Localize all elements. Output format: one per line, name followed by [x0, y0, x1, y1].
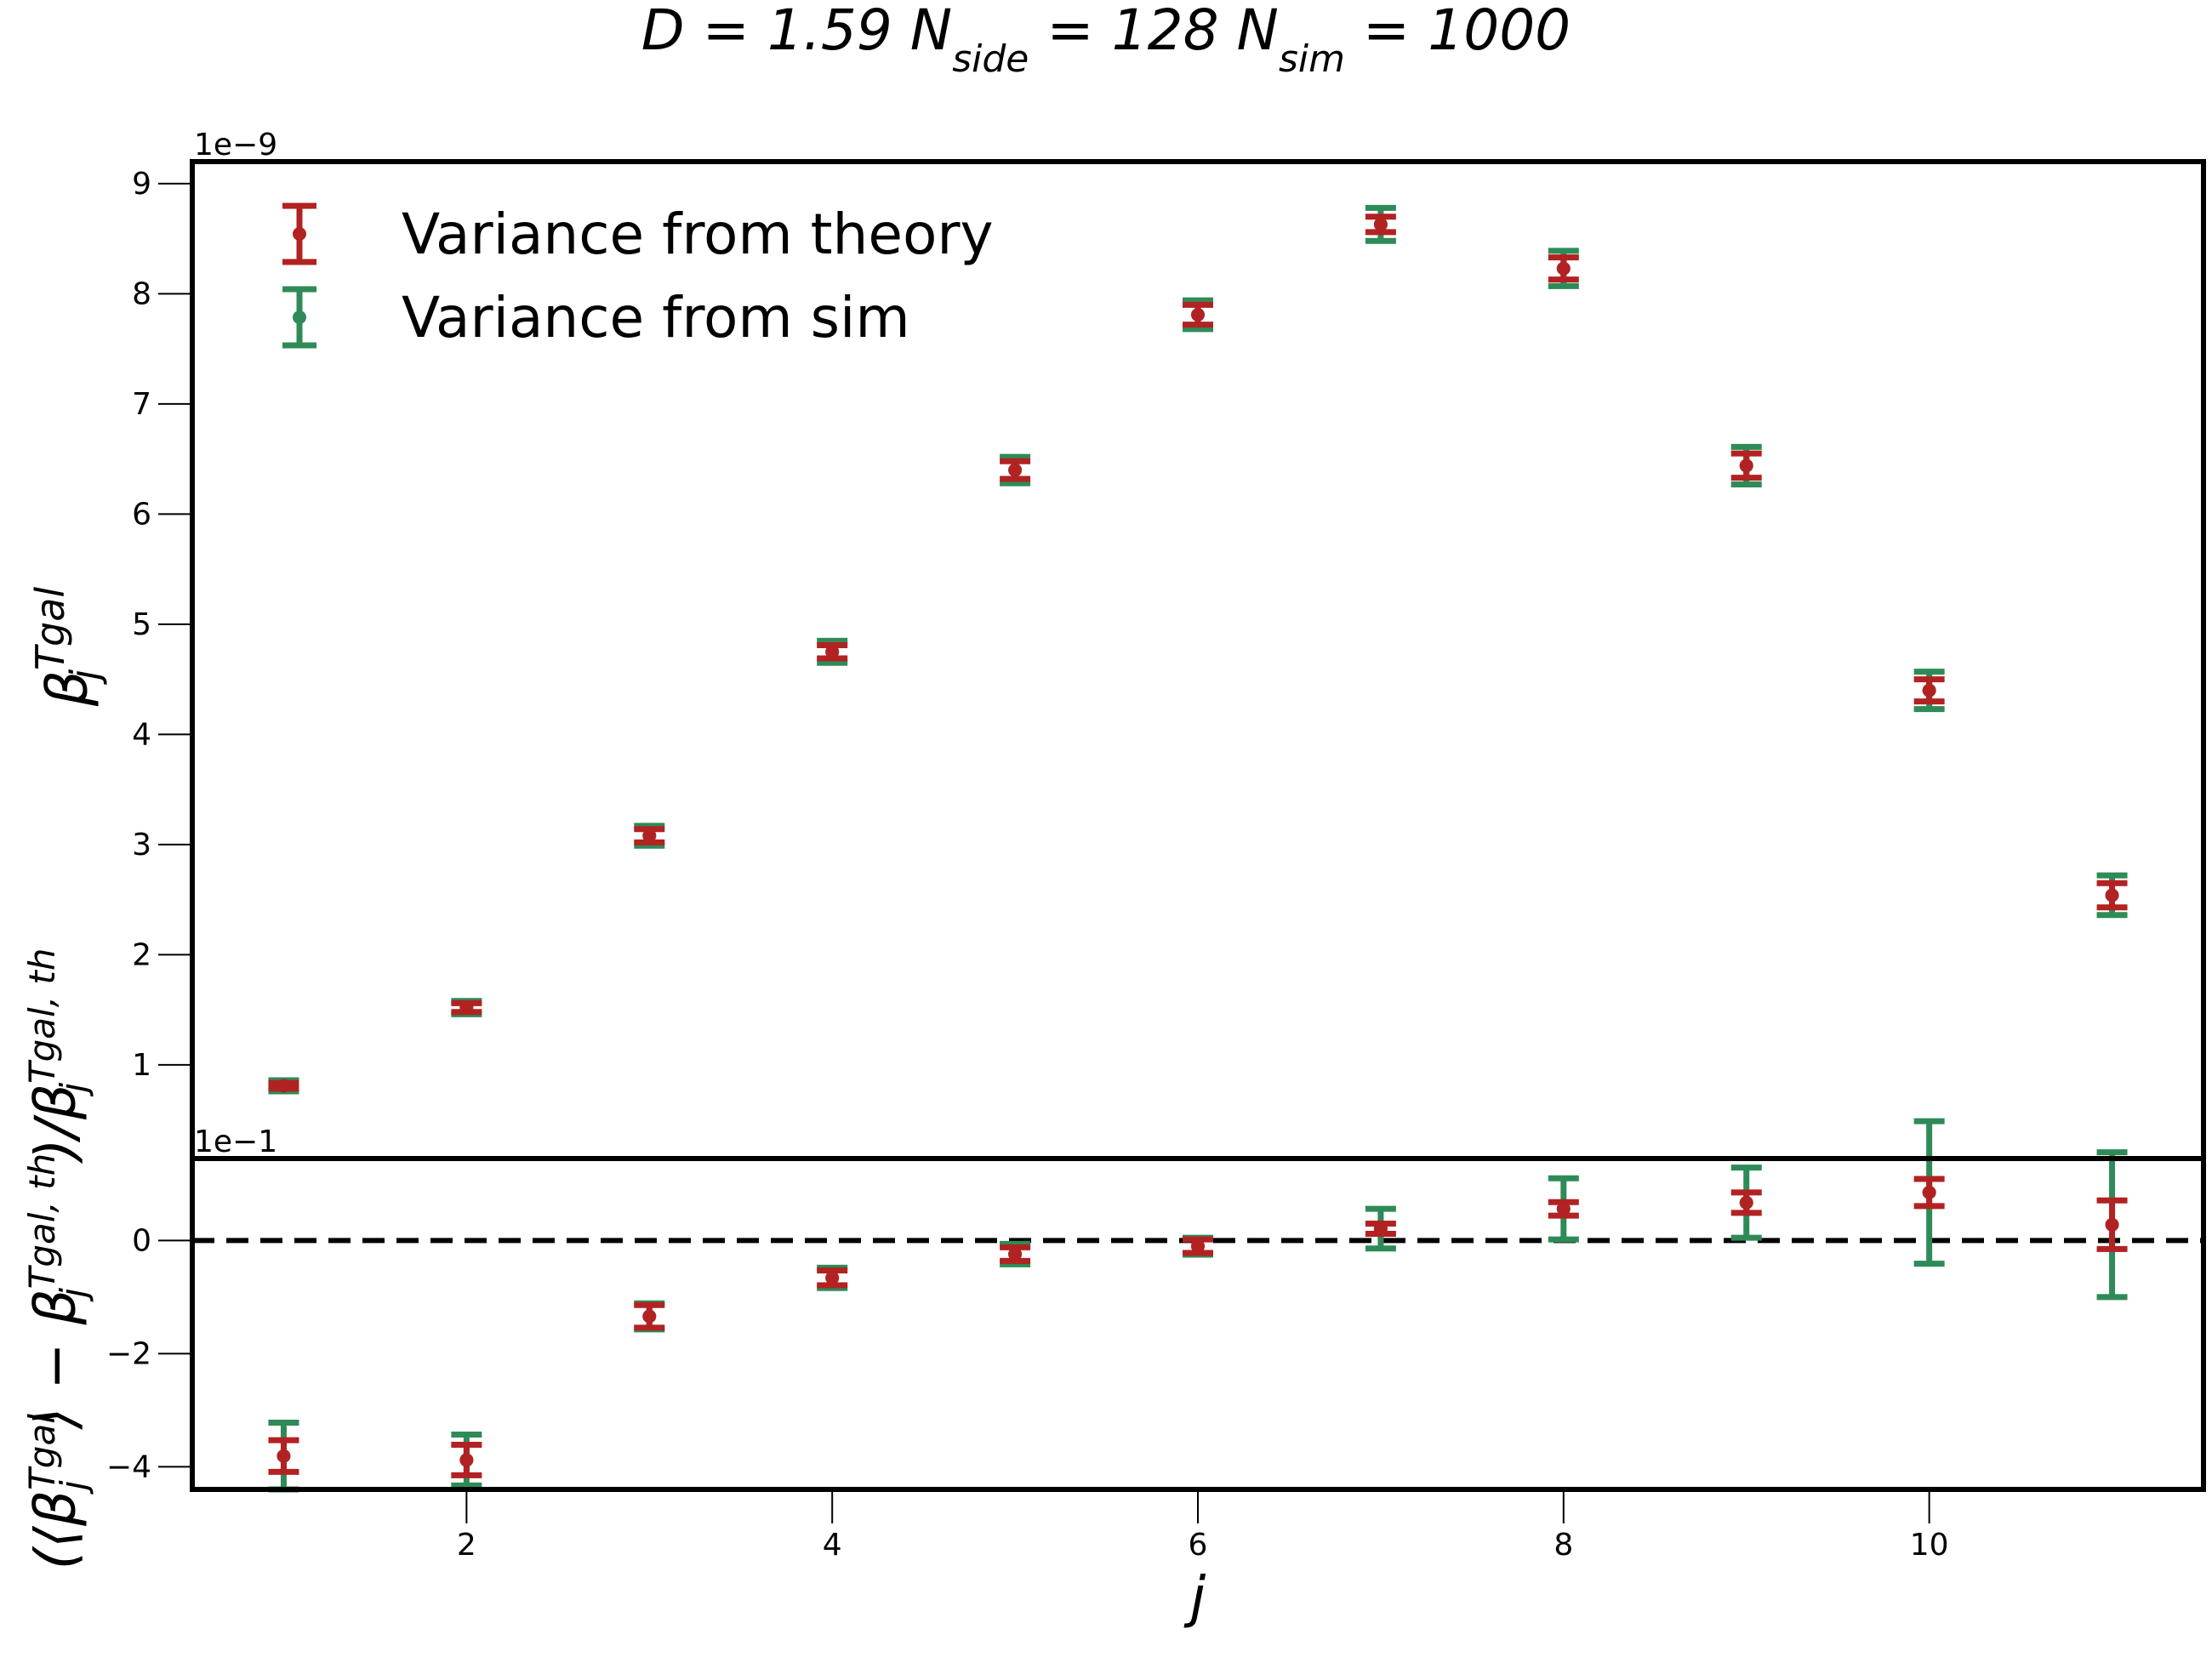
top-errorbar-theory: [634, 826, 665, 846]
bottom-errorbar-theory: [268, 1437, 299, 1475]
bottom-errorbar-theory: [1730, 1189, 1762, 1216]
bottom-errorbar-theory: [2096, 1197, 2128, 1252]
bottom-point-theory: [1922, 1185, 1936, 1199]
legend-marker-theory: [282, 202, 316, 265]
bottom-point-theory: [825, 1271, 840, 1285]
top-point-theory: [276, 1079, 291, 1093]
xtick-label: 4: [823, 1528, 842, 1563]
top-ytick-label: 2: [132, 937, 151, 972]
top-ytick-label: 5: [132, 607, 151, 642]
top-point-theory: [1739, 458, 1753, 473]
top-ytick-label: 8: [132, 276, 151, 311]
bottom-point-theory: [1373, 1221, 1388, 1236]
x-ticks: 2 4 6 8 10: [457, 1489, 1949, 1563]
chart-title: D = 1.59 Nside = 128 Nsim = 1000: [641, 0, 1571, 81]
bottom-point-theory: [2105, 1217, 2119, 1232]
legend-marker-sim: [282, 286, 316, 349]
top-point-theory: [642, 828, 657, 843]
top-errorbar-theory: [268, 1079, 299, 1093]
xtick-label: 6: [1189, 1528, 1208, 1563]
bottom-point-theory: [642, 1309, 657, 1324]
legend: Variance from theory Variance from sim: [282, 202, 994, 350]
bottom-offset-text: 1e−1: [194, 1125, 277, 1159]
bottom-errorbar-theory: [1913, 1176, 1945, 1210]
top-point-theory: [1556, 261, 1571, 276]
bottom-panel: −4 −2 0 2 4 6 8 10 1e−1 j (⟨βTgalj⟩ − βTgal, t…: [21, 948, 2206, 1630]
top-errorbar-theory: [1000, 458, 1031, 482]
top-point-theory: [1922, 683, 1936, 698]
top-ytick-label: 6: [132, 497, 151, 532]
top-point-theory: [1373, 217, 1388, 231]
top-point-theory: [459, 1000, 474, 1015]
bottom-errorbar-theory: [1183, 1236, 1213, 1256]
top-point-theory: [2105, 888, 2119, 902]
top-errorbars: [268, 204, 2128, 1095]
bottom-ytick-label: −2: [106, 1336, 151, 1371]
bottom-point-theory: [1556, 1202, 1571, 1216]
bottom-y-ticks: −4 −2 0: [106, 1223, 192, 1484]
top-point-theory: [1008, 463, 1023, 477]
bottom-point-theory: [1008, 1247, 1023, 1261]
legend-label-sim: Variance from sim: [402, 285, 910, 350]
top-point-theory: [1191, 308, 1205, 322]
bottom-errorbar-theory: [1000, 1244, 1031, 1264]
bottom-point-theory: [276, 1449, 291, 1463]
top-point-theory: [825, 645, 840, 659]
top-y-axis-label: βTgalj: [27, 587, 108, 708]
top-errorbar-theory: [451, 999, 482, 1016]
bottom-point-theory: [1191, 1239, 1205, 1254]
bottom-errorbar-theory: [817, 1267, 848, 1289]
bottom-ytick-label: 0: [132, 1223, 151, 1258]
bottom-errorbar-theory: [451, 1441, 482, 1478]
bottom-y-axis-label: (⟨βTgalj⟩ − βTgal, thj)/βTgal, thj: [21, 948, 94, 1570]
top-errorbar-theory: [1730, 450, 1762, 481]
bottom-errorbar-theory: [634, 1301, 665, 1331]
xtick-label: 8: [1554, 1528, 1573, 1563]
xtick-label: 10: [1910, 1528, 1949, 1563]
top-errorbar-theory: [817, 642, 848, 662]
top-errorbar-theory: [1365, 214, 1396, 236]
top-ytick-label: 7: [132, 387, 151, 422]
top-ytick-label: 3: [132, 828, 151, 863]
top-errorbar-theory: [1183, 301, 1213, 328]
bottom-errorbar-theory: [1365, 1220, 1396, 1237]
top-errorbar-theory: [1913, 676, 1945, 705]
bottom-errorbar-theory: [1548, 1199, 1579, 1219]
bottom-panel-frame: [190, 1156, 2206, 1492]
xtick-label: 2: [457, 1528, 476, 1563]
top-ytick-label: 4: [132, 717, 151, 752]
legend-label-theory: Variance from theory: [402, 202, 994, 267]
top-errorbar-theory: [2096, 880, 2128, 911]
top-errorbar-theory: [1548, 254, 1579, 283]
top-offset-text: 1e−9: [194, 128, 277, 162]
top-y-ticks: 1 2 3 4 5 6 7 8 9: [132, 167, 192, 1083]
top-ytick-label: 9: [132, 167, 151, 202]
top-panel: 1 2 3 4 5 6 7 8 9 1e−9 βTgalj Variance from theo…: [27, 128, 2206, 1161]
bottom-point-theory: [1739, 1195, 1753, 1210]
x-axis-label: j: [1183, 1564, 1206, 1630]
bottom-errorbars: [268, 1118, 2128, 1493]
top-ytick-label: 1: [132, 1048, 151, 1083]
bottom-ytick-label: −4: [106, 1449, 151, 1484]
bottom-point-theory: [459, 1453, 474, 1467]
